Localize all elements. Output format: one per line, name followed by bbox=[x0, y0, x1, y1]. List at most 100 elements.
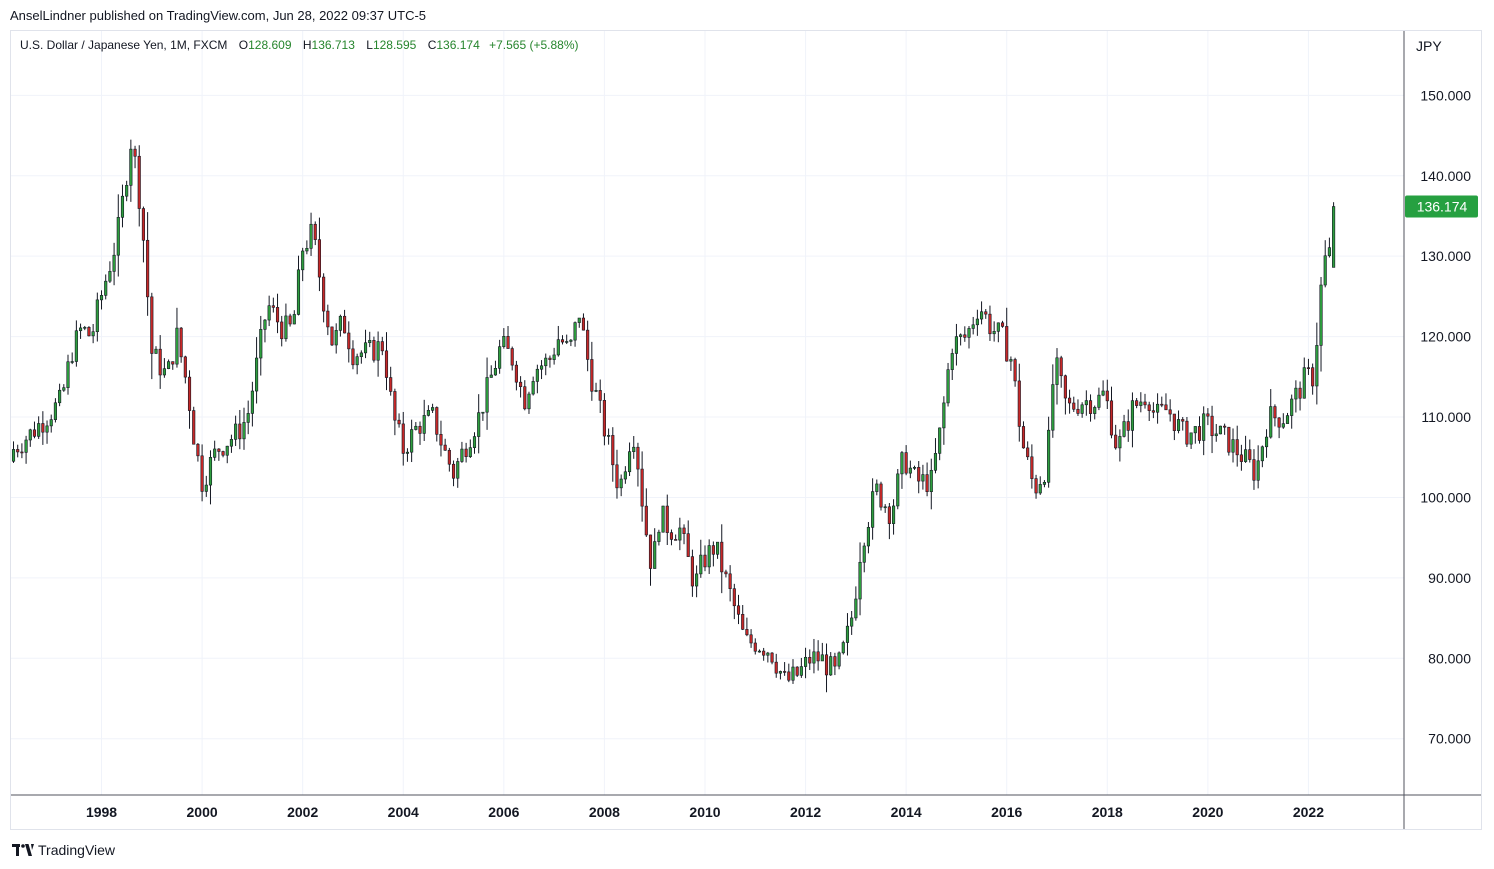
candle-up bbox=[980, 311, 984, 320]
candle-down bbox=[158, 348, 162, 376]
candle-up bbox=[716, 541, 720, 555]
candle-down bbox=[640, 468, 644, 507]
candle-down bbox=[724, 571, 728, 575]
candle-up bbox=[1315, 345, 1319, 387]
candle-up bbox=[1084, 400, 1088, 406]
x-tick-label: 2004 bbox=[388, 804, 419, 820]
candle-down bbox=[816, 651, 820, 662]
candle-up bbox=[892, 505, 896, 524]
candle-up bbox=[296, 269, 301, 315]
candle-down bbox=[87, 327, 91, 337]
candle-up bbox=[355, 356, 359, 366]
y-tick-label: 70.000 bbox=[1428, 731, 1471, 747]
candle-down bbox=[917, 467, 921, 482]
y-tick-label: 140.000 bbox=[1420, 168, 1471, 184]
candle-down bbox=[1311, 367, 1315, 387]
candle-up bbox=[875, 483, 879, 492]
candle-down bbox=[1143, 401, 1147, 406]
candle-down bbox=[192, 410, 196, 445]
candle-up bbox=[820, 654, 824, 662]
candle-up bbox=[125, 185, 129, 197]
candle-up bbox=[305, 248, 309, 252]
candle-down bbox=[736, 605, 741, 615]
low-value: 128.595 bbox=[372, 38, 417, 52]
candle-down bbox=[1248, 449, 1252, 460]
candle-down bbox=[351, 348, 355, 366]
candle-down bbox=[795, 666, 799, 676]
candle-down bbox=[1017, 380, 1021, 427]
candle-up bbox=[766, 652, 770, 656]
candle-down bbox=[389, 377, 393, 392]
candle-down bbox=[187, 376, 192, 411]
candle-up bbox=[422, 415, 426, 434]
candle-down bbox=[1034, 478, 1038, 494]
candle-down bbox=[774, 661, 778, 674]
candle-up bbox=[456, 461, 460, 479]
candle-down bbox=[1298, 387, 1302, 399]
candle-up bbox=[334, 330, 338, 346]
candle-up bbox=[91, 331, 95, 337]
candle-up bbox=[942, 402, 946, 429]
candle-up bbox=[757, 650, 762, 653]
candle-down bbox=[1306, 367, 1311, 369]
candle-up bbox=[284, 315, 288, 340]
candle-up bbox=[623, 471, 627, 480]
candle-up bbox=[1055, 357, 1059, 385]
candle-down bbox=[925, 474, 929, 493]
candle-up bbox=[1118, 436, 1122, 449]
candle-down bbox=[1160, 403, 1164, 406]
candle-up bbox=[627, 451, 632, 473]
candle-up bbox=[363, 342, 368, 354]
candle-up bbox=[1327, 247, 1331, 257]
candle-down bbox=[1252, 459, 1256, 481]
candle-up bbox=[112, 254, 116, 272]
candle-up bbox=[225, 445, 229, 456]
candle-up bbox=[477, 412, 481, 437]
candle-up bbox=[996, 322, 1000, 332]
x-tick-label: 2006 bbox=[488, 804, 519, 820]
candle-down bbox=[380, 341, 384, 352]
candle-down bbox=[745, 629, 749, 636]
candle-down bbox=[1164, 404, 1168, 411]
candle-up bbox=[699, 554, 703, 575]
candle-down bbox=[435, 407, 439, 435]
candle-down bbox=[1109, 400, 1114, 436]
candle-up bbox=[619, 478, 623, 489]
candle-down bbox=[682, 527, 686, 534]
candle-up bbox=[1051, 384, 1055, 431]
candle-down bbox=[183, 356, 187, 378]
candle-up bbox=[837, 652, 841, 667]
x-tick-label: 2018 bbox=[1092, 804, 1123, 820]
candle-down bbox=[741, 614, 745, 630]
x-tick-label: 2002 bbox=[287, 804, 318, 820]
candle-up bbox=[108, 271, 112, 282]
candle-up bbox=[866, 527, 870, 547]
open-value: 128.609 bbox=[248, 38, 292, 52]
candle-up bbox=[921, 474, 925, 482]
candle-down bbox=[988, 313, 992, 335]
candle-up bbox=[246, 413, 250, 423]
candle-down bbox=[887, 506, 891, 524]
candle-down bbox=[523, 386, 527, 410]
x-tick-label: 2022 bbox=[1293, 804, 1324, 820]
candle-down bbox=[586, 329, 590, 360]
candle-down bbox=[732, 588, 736, 607]
candle-down bbox=[443, 444, 447, 451]
x-tick-label: 2020 bbox=[1192, 804, 1223, 820]
candle-down bbox=[611, 435, 615, 466]
candle-up bbox=[569, 339, 573, 342]
candle-up bbox=[1323, 255, 1327, 286]
candle-up bbox=[104, 280, 108, 296]
candle-up bbox=[707, 545, 711, 568]
candle-up bbox=[53, 402, 57, 420]
candle-down bbox=[238, 423, 242, 440]
candle-up bbox=[653, 541, 657, 569]
candle-up bbox=[971, 324, 975, 329]
candle-up bbox=[234, 423, 238, 440]
candle-up bbox=[858, 561, 862, 600]
tradingview-footer[interactable]: TradingView bbox=[12, 842, 115, 858]
candle-down bbox=[787, 671, 791, 681]
candle-up bbox=[481, 411, 485, 414]
last-price-tag bbox=[1405, 195, 1478, 218]
